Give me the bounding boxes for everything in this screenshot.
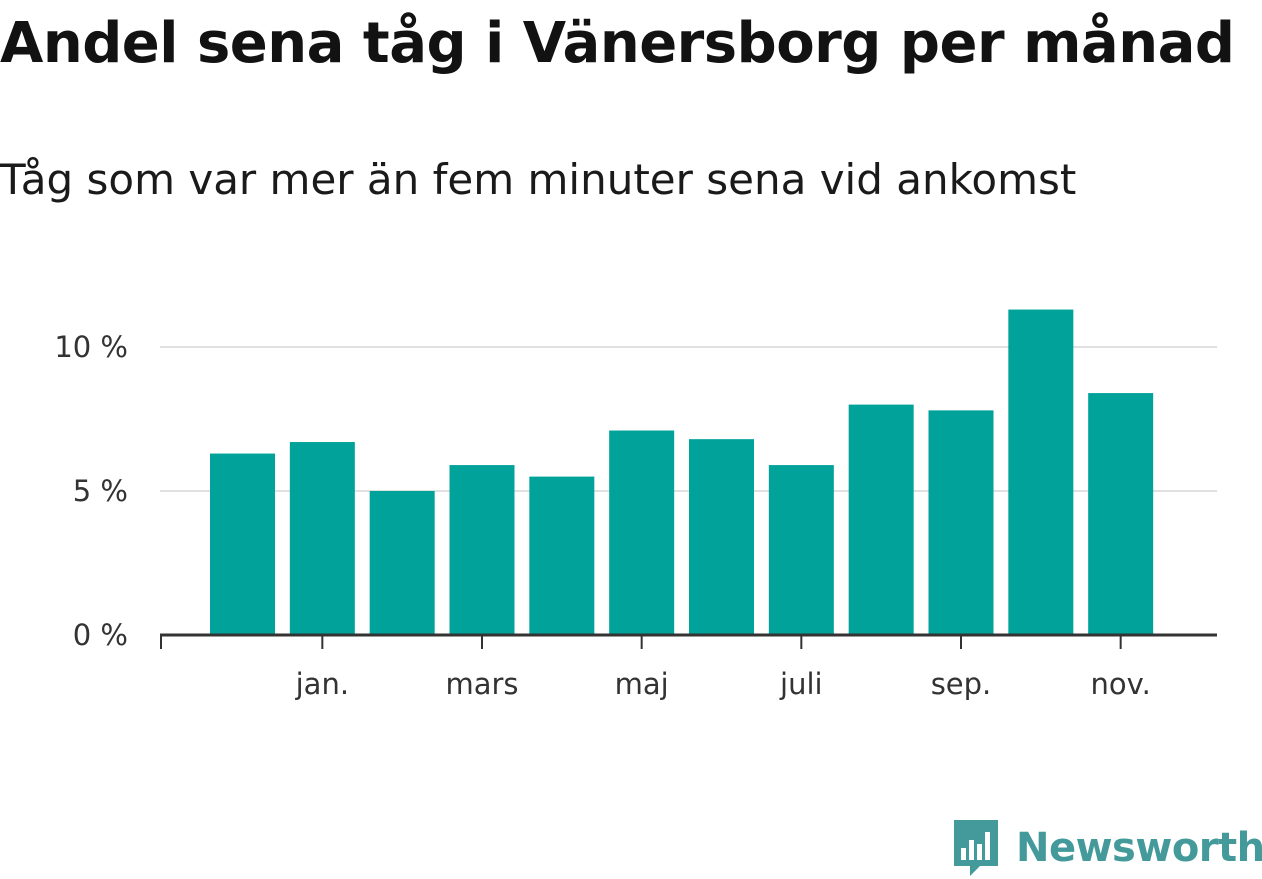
bar-feb. xyxy=(369,491,435,635)
bar-dec. xyxy=(210,453,275,635)
bar-apr. xyxy=(529,476,595,635)
bars xyxy=(210,309,1154,635)
chart-subtitle: Tåg som var mer än fem minuter sena vid … xyxy=(0,155,1077,204)
x-tick-label: jan. xyxy=(295,667,349,701)
axis-labels: 0 % 5 % 10 % jan. mars maj juli sep. nov. xyxy=(54,330,1150,701)
bar-nov. xyxy=(1088,393,1154,635)
bar-juni xyxy=(689,439,754,635)
newsworthy-logo-icon xyxy=(954,820,998,876)
bar-sep. xyxy=(928,410,994,635)
x-tick-label: juli xyxy=(779,667,823,701)
bar-mars xyxy=(449,465,515,635)
brand-name: Newsworthy xyxy=(1016,825,1262,871)
bar-juli xyxy=(768,465,834,635)
x-tick-label: mars xyxy=(445,667,518,701)
newsworthy-logo: Newsworthy xyxy=(950,818,1262,878)
x-tick-label: maj xyxy=(615,667,669,701)
y-tick-label: 5 % xyxy=(73,474,128,508)
x-axis xyxy=(160,633,1217,649)
x-tick-label: nov. xyxy=(1091,667,1151,701)
y-tick-label: 10 % xyxy=(54,330,128,364)
chart-title: Andel sena tåg i Vänersborg per månad xyxy=(0,11,1235,76)
bar-maj xyxy=(609,430,675,635)
y-tick-label: 0 % xyxy=(73,618,128,652)
bar-jan. xyxy=(289,442,355,635)
x-tick-label: sep. xyxy=(931,667,992,701)
bar-aug. xyxy=(848,404,914,635)
bar-okt. xyxy=(1008,309,1074,635)
